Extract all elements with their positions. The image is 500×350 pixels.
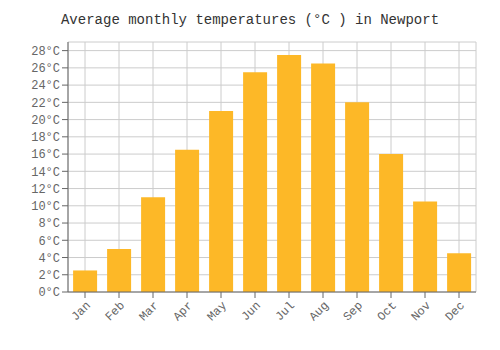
svg-text:Sep: Sep [341,299,366,324]
html-text:Average monthly temperatures (: Average monthly temperatures (°C ) in Ne… [61,12,439,28]
svg-text:8°C: 8°C [38,217,60,231]
svg-text:Feb: Feb [103,299,128,324]
svg-text:Apr: Apr [171,299,196,324]
svg-text:Dec: Dec [443,299,468,324]
svg-text:24°C: 24°C [31,79,60,93]
svg-text:Nov: Nov [409,299,434,324]
svg-text:Oct: Oct [375,299,400,324]
svg-text:14°C: 14°C [31,166,60,180]
svg-text:12°C: 12°C [31,183,60,197]
svg-text:26°C: 26°C [31,62,60,76]
svg-text:10°C: 10°C [31,200,60,214]
svg-text:16°C: 16°C [31,148,60,162]
svg-text:22°C: 22°C [31,97,60,111]
svg-text:May: May [205,299,230,324]
svg-text:0°C: 0°C [38,286,60,300]
svg-text:6°C: 6°C [38,235,60,249]
svg-text:Aug: Aug [307,299,332,324]
svg-text:Jan: Jan [69,299,94,324]
svg-text:28°C: 28°C [31,45,60,59]
svg-text:18°C: 18°C [31,131,60,145]
svg-text:Jul: Jul [273,299,298,324]
svg-text:2°C: 2°C [38,269,60,283]
svg-text:Mar: Mar [137,299,162,324]
svg-text:20°C: 20°C [31,114,60,128]
svg-text:4°C: 4°C [38,252,60,266]
svg-text:Jun: Jun [239,299,264,324]
